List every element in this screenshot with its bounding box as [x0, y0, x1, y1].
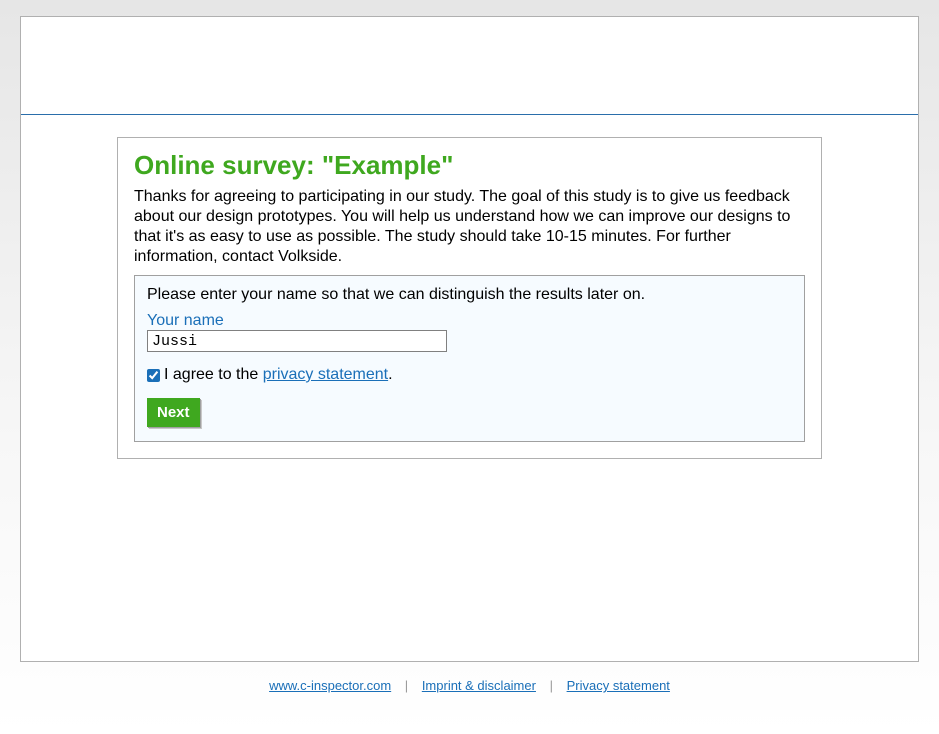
privacy-statement-link[interactable]: privacy statement	[263, 366, 388, 383]
name-field-label: Your name	[147, 312, 792, 330]
footer-separator: |	[550, 678, 553, 693]
footer-separator: |	[405, 678, 408, 693]
agree-prefix: I agree to the	[164, 366, 263, 383]
name-input[interactable]	[147, 330, 447, 352]
form-panel: Please enter your name so that we can di…	[134, 275, 805, 442]
agree-row: I agree to the privacy statement.	[147, 366, 792, 384]
footer-link-site[interactable]: www.c-inspector.com	[269, 678, 391, 693]
footer: www.c-inspector.com | Imprint & disclaim…	[0, 678, 939, 693]
main-container: Online survey: "Example" Thanks for agre…	[20, 16, 919, 662]
survey-title: Online survey: "Example"	[134, 150, 805, 181]
survey-card: Online survey: "Example" Thanks for agre…	[117, 137, 822, 459]
header-area	[21, 17, 918, 115]
next-button[interactable]: Next	[147, 398, 200, 427]
survey-intro: Thanks for agreeing to participating in …	[134, 187, 805, 267]
footer-link-privacy[interactable]: Privacy statement	[567, 678, 670, 693]
form-instruction: Please enter your name so that we can di…	[147, 286, 792, 304]
footer-link-imprint[interactable]: Imprint & disclaimer	[422, 678, 536, 693]
agree-suffix: .	[388, 366, 392, 383]
agree-checkbox[interactable]	[147, 369, 160, 382]
